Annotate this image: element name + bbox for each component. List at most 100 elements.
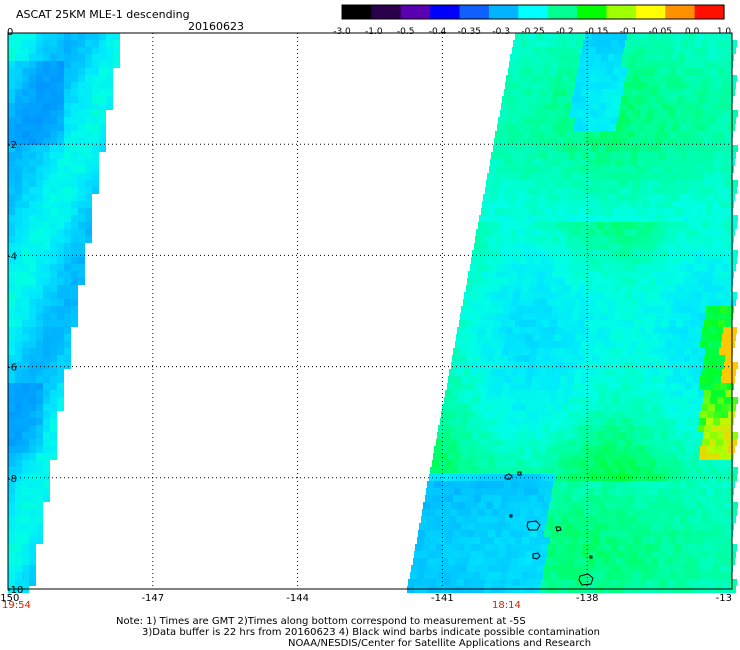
swath-cell — [601, 306, 608, 313]
swath-cell — [669, 390, 676, 397]
swath-cell — [456, 516, 463, 523]
swath-cell — [691, 495, 698, 502]
swath-cell — [604, 509, 611, 516]
swath-cell — [492, 439, 499, 446]
swath-cell — [537, 313, 544, 320]
swath-cell — [36, 439, 43, 446]
swath-cell — [478, 292, 485, 299]
swath-cell — [36, 474, 43, 481]
swath-cell — [8, 299, 15, 306]
swath-cell — [725, 103, 732, 110]
swath-cell — [526, 152, 533, 159]
swath-cell — [22, 502, 29, 509]
swath-cell — [50, 369, 57, 376]
swath-cell — [92, 145, 99, 152]
swath-cell — [713, 201, 720, 208]
swath-cell — [50, 355, 57, 362]
swath-cell — [731, 362, 738, 369]
swath-cell — [71, 89, 78, 96]
swath-cell — [599, 320, 606, 327]
swath-cell — [716, 257, 723, 264]
swath-cell — [78, 82, 85, 89]
swath-cell — [575, 82, 582, 89]
swath-cell — [660, 292, 667, 299]
swath-cell — [22, 481, 29, 488]
swath-cell — [620, 285, 627, 292]
swath-cell — [431, 537, 438, 544]
swath-cell — [22, 299, 29, 306]
swath-cell — [502, 208, 509, 215]
swath-cell — [666, 404, 673, 411]
swath-cell — [543, 320, 550, 327]
swath-cell — [605, 397, 612, 404]
swath-cell — [719, 460, 726, 467]
swath-cell — [670, 61, 677, 68]
swath-cell — [613, 572, 620, 579]
swath-cell — [706, 54, 713, 61]
swath-cell — [22, 194, 29, 201]
swath-cell — [523, 278, 530, 285]
swath-cell — [78, 215, 85, 222]
swath-cell — [50, 439, 57, 446]
swath-cell — [635, 61, 642, 68]
swath-cell — [673, 369, 680, 376]
swath-cell — [684, 348, 691, 355]
swath-cell — [641, 68, 648, 75]
swath-cell — [480, 285, 487, 292]
swath-cell — [555, 292, 562, 299]
swath-cell — [647, 502, 654, 509]
swath-cell — [78, 61, 85, 68]
swath-cell — [588, 481, 595, 488]
swath-cell — [681, 292, 688, 299]
swath-cell — [570, 215, 577, 222]
swath-cell — [43, 47, 50, 54]
swath-cell — [556, 362, 563, 369]
swath-cell — [8, 194, 15, 201]
swath-cell — [475, 271, 482, 278]
swath-cell — [670, 495, 677, 502]
swath-cell — [595, 341, 602, 348]
swath-cell — [467, 278, 474, 285]
swath-cell — [451, 502, 458, 509]
swath-cell — [561, 404, 568, 411]
swath-cell — [652, 551, 659, 558]
swath-cell — [586, 96, 593, 103]
swath-cell — [521, 215, 528, 222]
swath-cell — [611, 40, 618, 47]
swath-cell — [57, 110, 64, 117]
swath-cell — [444, 397, 451, 404]
swath-cell — [727, 54, 734, 61]
swath-cell — [43, 180, 50, 187]
swath-cell — [723, 257, 730, 264]
swath-cell — [535, 180, 542, 187]
swath-cell — [727, 306, 734, 313]
swath-cell — [491, 152, 498, 159]
swath-cell — [604, 222, 611, 229]
swath-cell — [534, 544, 541, 551]
swath-cell — [614, 565, 621, 572]
swath-cell — [522, 390, 529, 397]
island-outline — [589, 555, 593, 559]
swath-cell — [50, 257, 57, 264]
swath-cell — [535, 110, 542, 117]
swath-cell — [92, 124, 99, 131]
swath-cell — [724, 250, 731, 257]
swath-cell — [557, 103, 564, 110]
swath-cell — [485, 579, 492, 586]
swath-cell — [690, 320, 697, 327]
swath-cell — [623, 229, 630, 236]
swath-cell — [432, 460, 439, 467]
swath-cell — [666, 369, 673, 376]
swath-cell — [581, 411, 588, 418]
swath-cell — [587, 418, 594, 425]
swath-cell — [43, 208, 50, 215]
swath-cell — [29, 201, 36, 208]
swath-cell — [683, 320, 690, 327]
swath-cell — [78, 180, 85, 187]
swath-cell — [700, 89, 707, 96]
swath-cell — [631, 82, 638, 89]
swath-cell — [78, 96, 85, 103]
swath-cell — [15, 439, 22, 446]
swath-cell — [655, 33, 662, 40]
swath-cell — [571, 537, 578, 544]
